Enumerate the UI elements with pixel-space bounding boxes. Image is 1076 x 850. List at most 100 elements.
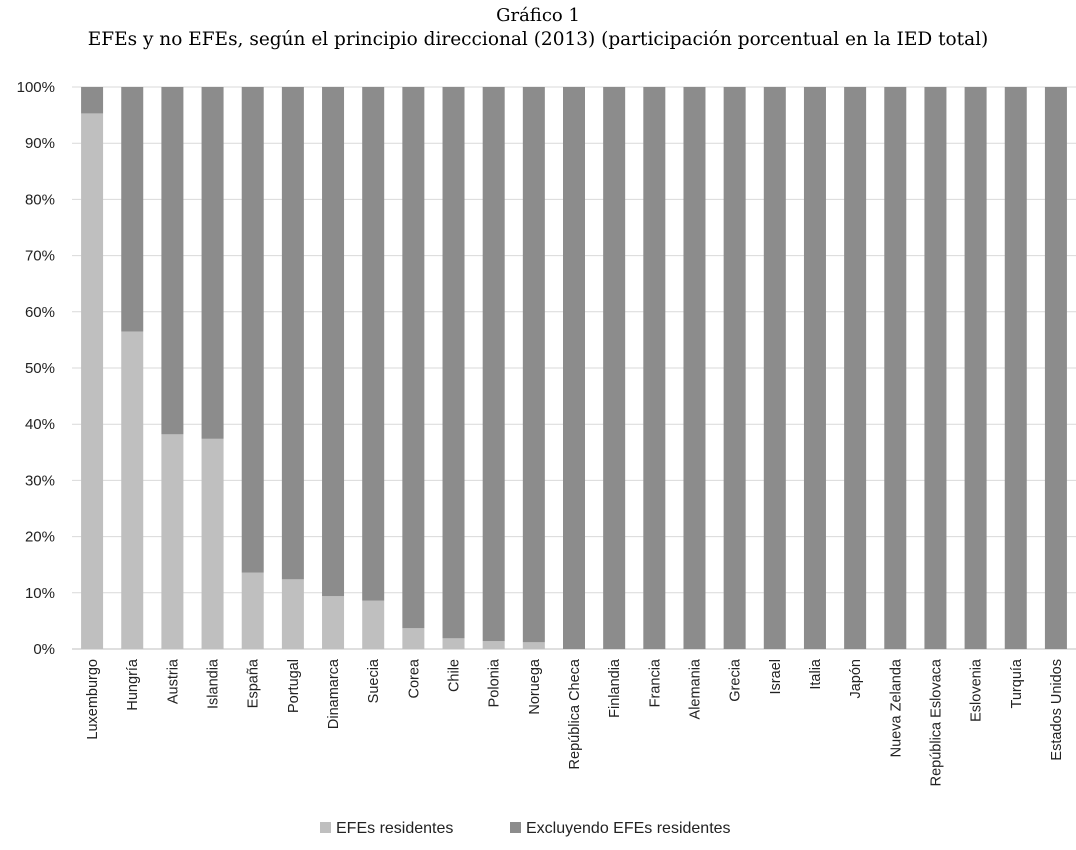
bar-excluyendo-efes-residentes [884, 87, 907, 649]
legend-swatch [510, 822, 521, 833]
bar-efes-residentes [442, 638, 465, 649]
bar-stack [924, 87, 947, 649]
legend-label: EFEs residentes [336, 820, 453, 837]
bar-stack [201, 87, 224, 649]
bar-stack [603, 87, 626, 649]
bar-efes-residentes [482, 641, 505, 649]
y-tick-label: 60% [25, 304, 55, 321]
bar-groups [81, 87, 1067, 649]
bar-excluyendo-efes-residentes [81, 87, 104, 114]
bar-excluyendo-efes-residentes [844, 87, 867, 649]
x-tick-label: Hungría [125, 658, 141, 711]
x-tick-label: Dinamarca [326, 658, 342, 729]
bar-efes-residentes [281, 579, 304, 649]
bar-stack [1004, 87, 1027, 649]
x-tick-label: España [246, 658, 262, 708]
bar-excluyendo-efes-residentes [683, 87, 706, 649]
x-tick-label: Francia [647, 658, 663, 707]
bar-stack [803, 87, 826, 649]
bar-stack [723, 87, 746, 649]
x-tick-label: Italia [808, 658, 824, 690]
bar-excluyendo-efes-residentes [924, 87, 947, 649]
x-tick-label: República Checa [567, 658, 583, 769]
bar-excluyendo-efes-residentes [723, 87, 746, 649]
x-tick-label: Alemania [687, 658, 703, 719]
bar-excluyendo-efes-residentes [322, 87, 345, 597]
bar-stack [763, 87, 786, 649]
bar-stack [161, 87, 184, 649]
chart-title: Gráfico 1 [496, 5, 580, 26]
bar-excluyendo-efes-residentes [442, 87, 465, 639]
bar-stack [362, 87, 385, 649]
bar-stack [402, 87, 425, 649]
bar-stack [322, 87, 345, 649]
x-tick-label: Israel [768, 659, 784, 694]
y-axis-ticks: 0% 10% 20% 30% 40% 50% 60% 70% 80% 90% 100% [17, 79, 55, 658]
x-axis-ticks: Luxemburgo Hungría Austria Islandia España Po… [85, 658, 1065, 786]
x-tick-label: Islandia [206, 658, 222, 709]
bar-excluyendo-efes-residentes [803, 87, 826, 649]
bar-stack [121, 87, 144, 649]
x-tick-label: Suecia [366, 658, 382, 703]
bar-excluyendo-efes-residentes [643, 87, 666, 649]
y-tick-label: 50% [25, 360, 55, 377]
bar-excluyendo-efes-residentes [763, 87, 786, 649]
bar-stack [81, 87, 104, 649]
bar-excluyendo-efes-residentes [1004, 87, 1027, 649]
bar-excluyendo-efes-residentes [563, 87, 585, 649]
x-tick-label: Japón [848, 659, 864, 699]
bar-excluyendo-efes-residentes [402, 87, 425, 629]
x-tick-label: Nueva Zelanda [888, 658, 904, 757]
x-tick-label: República Eslovaca [928, 658, 944, 786]
bar-stack [281, 87, 304, 649]
x-tick-label: Polonia [487, 658, 503, 707]
y-tick-label: 90% [25, 135, 55, 152]
bar-excluyendo-efes-residentes [161, 87, 184, 435]
y-tick-label: 80% [25, 191, 55, 208]
bar-efes-residentes [402, 628, 425, 649]
bar-stack [844, 87, 867, 649]
x-tick-label: Grecia [728, 658, 744, 702]
bar-stack [522, 87, 545, 649]
y-tick-label: 30% [25, 472, 55, 489]
y-tick-label: 70% [25, 248, 55, 265]
y-tick-label: 40% [25, 416, 55, 433]
legend-label: Excluyendo EFEs residentes [526, 820, 731, 837]
bar-excluyendo-efes-residentes [121, 87, 144, 332]
bar-stack [241, 87, 264, 649]
bar-excluyendo-efes-residentes [603, 87, 626, 649]
bar-stack [482, 87, 505, 649]
x-tick-label: Eslovenia [969, 658, 985, 722]
legend-swatch [320, 822, 331, 833]
bar-excluyendo-efes-residentes [522, 87, 545, 643]
y-tick-label: 100% [17, 79, 55, 96]
bar-efes-residentes [201, 438, 224, 649]
bar-efes-residentes [522, 642, 545, 649]
x-tick-label: Estados Unidos [1049, 659, 1065, 761]
x-tick-label: Luxemburgo [85, 659, 101, 740]
x-tick-label: Finlandia [607, 658, 623, 718]
y-tick-label: 10% [25, 585, 55, 602]
bar-excluyendo-efes-residentes [1044, 87, 1067, 649]
x-tick-label: Austria [165, 658, 181, 704]
bar-stack [442, 87, 465, 649]
bar-stack [964, 87, 987, 649]
bar-efes-residentes [241, 572, 264, 649]
bar-excluyendo-efes-residentes [281, 87, 304, 580]
x-tick-label: Portugal [286, 659, 302, 713]
bar-stack [1044, 87, 1067, 649]
bar-stack [884, 87, 907, 649]
y-tick-label: 20% [25, 529, 55, 546]
bar-efes-residentes [362, 600, 385, 649]
x-tick-label: Noruega [527, 658, 543, 715]
bar-excluyendo-efes-residentes [201, 87, 224, 439]
bar-stack [683, 87, 706, 649]
x-tick-label: Turquía [1009, 658, 1025, 708]
bar-excluyendo-efes-residentes [964, 87, 987, 649]
x-tick-label: Chile [447, 659, 463, 692]
bar-excluyendo-efes-residentes [482, 87, 505, 642]
bar-excluyendo-efes-residentes [241, 87, 264, 573]
bar-excluyendo-efes-residentes [362, 87, 385, 601]
legend: EFEs residentes Excluyendo EFEs residente… [320, 820, 731, 837]
